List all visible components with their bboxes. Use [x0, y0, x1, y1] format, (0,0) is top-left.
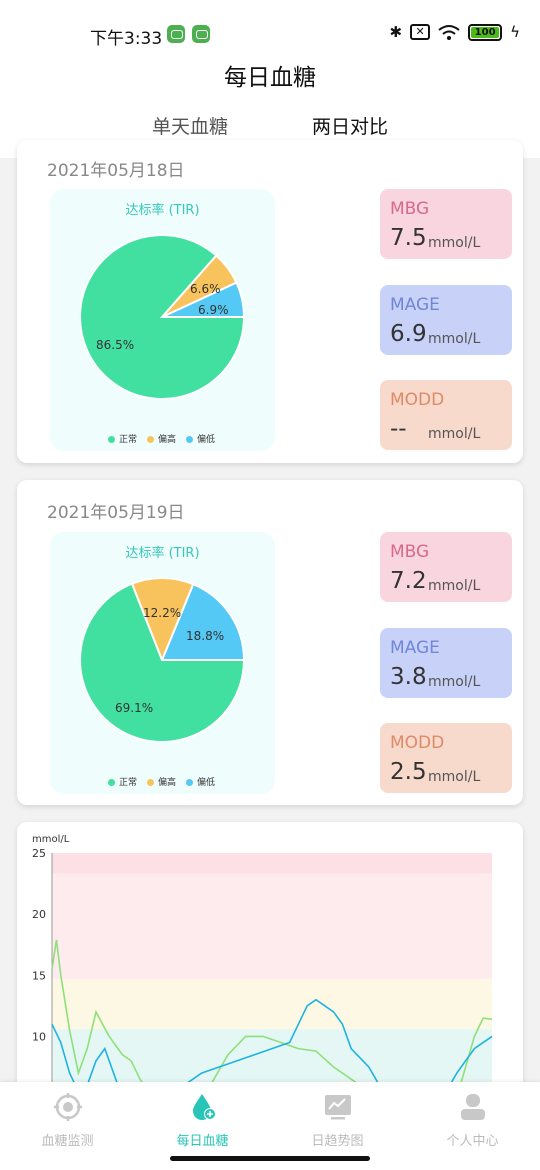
day-card: 2021年05月19日 达标率 (TIR) 12.2% 18.8% 69.1% … — [17, 480, 523, 805]
tir-pie-chart — [80, 235, 244, 399]
mage-metric: MAGE 6.9 mmol/L — [380, 285, 512, 355]
y-tick-label: 25 — [32, 847, 46, 860]
pie-title: 达标率 (TIR) — [125, 203, 200, 218]
modd-metric: MODD -- mmol/L — [380, 380, 512, 450]
charging-icon: ϟ — [510, 23, 520, 41]
monitor-target-icon — [54, 1093, 82, 1121]
pie-legend: 正常 偏高 偏低 — [108, 432, 215, 445]
status-time: 下午3:33 — [90, 29, 163, 49]
wifi-icon — [438, 25, 460, 40]
tab-two-day-compare[interactable]: 两日对比 — [312, 116, 389, 138]
no-sim-icon: ✕ — [410, 24, 431, 40]
legend-item: 偏高 — [147, 775, 176, 788]
status-bar: 下午3:33 ✱ ✕ 100 ϟ — [0, 0, 540, 66]
modd-metric: MODD 2.5 mmol/L — [380, 723, 512, 793]
card-date: 2021年05月18日 — [47, 161, 185, 181]
battery-icon: 100 — [468, 23, 503, 41]
glucose-comparison-chart-card: mmol/L510152025 — [17, 822, 523, 1122]
pie-slice-偏高 — [130, 578, 195, 663]
mage-metric: MAGE 3.8 mmol/L — [380, 628, 512, 698]
y-tick-label: 20 — [32, 908, 46, 921]
legend-item: 正常 — [108, 775, 137, 788]
notification-app-icon — [192, 25, 210, 43]
pie-panel: 达标率 (TIR) 6.6% 6.9% 86.5% 正常 偏高 偏低 — [50, 189, 275, 451]
day-card: 2021年05月18日 达标率 (TIR) 6.6% 6.9% 86.5% 正常… — [17, 140, 523, 463]
pie-panel: 达标率 (TIR) 12.2% 18.8% 69.1% 正常 偏高 偏低 — [50, 532, 275, 794]
legend-item: 偏低 — [186, 775, 215, 788]
range-band — [52, 853, 492, 874]
trend-chart-icon — [325, 1095, 351, 1120]
person-icon — [461, 1094, 485, 1120]
legend-item: 偏高 — [147, 432, 176, 445]
pie-label-high: 12.2% — [143, 606, 182, 620]
range-band — [52, 978, 492, 1030]
y-tick-label: 15 — [32, 969, 46, 982]
pie-label-normal: 86.5% — [96, 338, 135, 352]
mbg-metric: MBG 7.5 mmol/L — [380, 189, 512, 259]
home-indicator — [170, 1156, 370, 1161]
y-axis-label: mmol/L — [32, 834, 70, 845]
card-date: 2021年05月19日 — [47, 503, 185, 523]
glucose-line-chart: mmol/L510152025 — [32, 834, 493, 1122]
range-band — [52, 873, 492, 979]
pie-title: 达标率 (TIR) — [125, 546, 200, 561]
pie-slice-正常 — [80, 582, 244, 742]
mbg-metric: MBG 7.2 mmol/L — [380, 532, 512, 602]
tab-single-day[interactable]: 单天血糖 — [152, 116, 229, 138]
legend-item: 偏低 — [186, 432, 215, 445]
notification-app-icon — [167, 25, 185, 43]
pie-label-low: 6.9% — [198, 303, 229, 317]
bottom-nav: 血糖监测 每日血糖 日趋势图 个人中心 — [0, 1082, 540, 1170]
blood-drop-plus-icon — [193, 1094, 216, 1120]
bluetooth-icon: ✱ — [389, 23, 403, 41]
legend-item: 正常 — [108, 432, 137, 445]
top-area: 下午3:33 ✱ ✕ 100 ϟ 每日血糖 单天血糖 两日对比 — [0, 0, 540, 158]
pie-label-low: 18.8% — [186, 629, 225, 643]
pie-label-normal: 69.1% — [115, 701, 154, 715]
pie-slice-偏低 — [160, 582, 244, 661]
pie-label-high: 6.6% — [190, 282, 221, 296]
pie-legend: 正常 偏高 偏低 — [108, 775, 215, 788]
y-tick-label: 10 — [32, 1030, 46, 1043]
tir-pie-chart — [80, 578, 244, 742]
page-title: 每日血糖 — [224, 65, 316, 91]
pie-slice-正常 — [80, 235, 244, 399]
